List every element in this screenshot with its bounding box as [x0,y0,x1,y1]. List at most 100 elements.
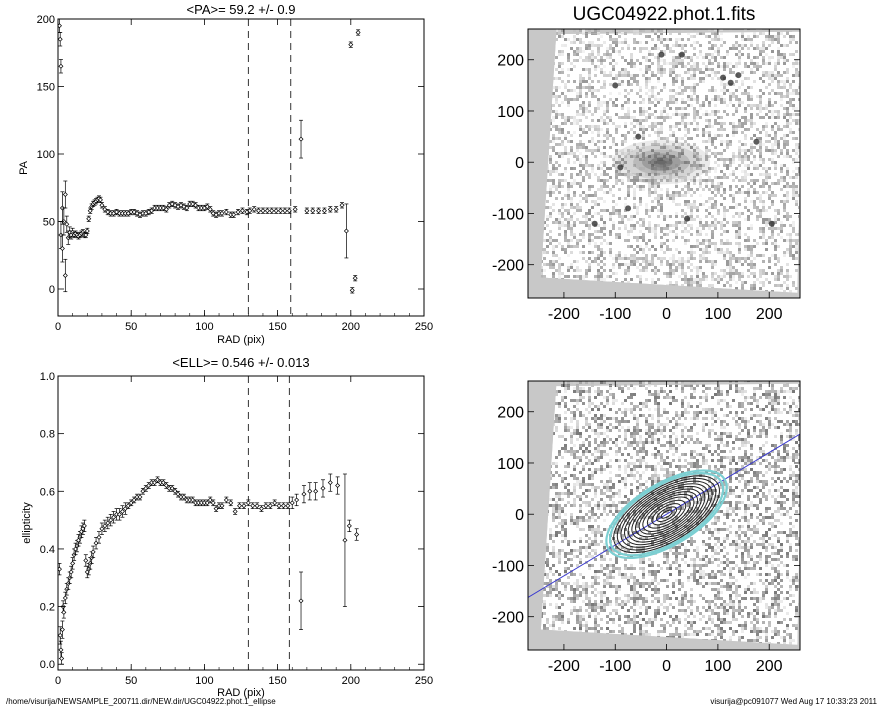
img1-pixel [693,203,696,206]
img1-pixel [630,149,633,152]
img1-pixel [546,245,549,248]
img1-pixel [585,35,588,38]
img1-pixel [675,140,678,143]
img1-pixel [765,131,768,134]
img1-pixel [630,77,633,80]
img1-pixel [777,284,780,287]
img2-pixel [564,387,567,390]
img1-pixel [654,269,657,272]
img1-pixel [786,134,789,137]
img1-pixel [582,113,585,116]
img1-pixel [762,281,765,284]
img1-pixel [657,56,660,59]
img1-pixel [552,170,555,173]
img1-pixel [591,80,594,83]
img1-pixel [726,134,729,137]
img1-pixel [627,83,630,86]
img1-pixel [717,152,720,155]
img2-pixel [771,390,774,393]
img1-pixel [768,62,771,65]
img1-pixel [561,35,564,38]
img1-pixel [555,38,558,41]
img1-pixel [753,62,756,65]
img1-pixel [594,200,597,203]
img1-pixel [591,170,594,173]
img1-pixel [702,188,705,191]
img1-pixel [633,263,636,266]
img1-pixel [687,266,690,269]
img1-pixel [594,191,597,194]
img1-pixel [672,155,675,158]
img1-pixel [690,89,693,92]
img1-pixel [738,50,741,53]
img1-pixel [549,146,552,149]
img1-pixel [576,149,579,152]
img1-pixel [696,128,699,131]
img1-pixel [558,104,561,107]
img2-pixel [657,396,660,399]
img1-pixel [621,173,624,176]
img1-pixel [708,206,711,209]
img1-pixel [732,197,735,200]
img1-pixel [690,194,693,197]
img1-pixel [744,107,747,110]
img1-mask [528,277,798,298]
img1-pixel [591,152,594,155]
img1-pixel [765,272,768,275]
img1-pixel [657,134,660,137]
img1-xtick-label: -200 [548,306,580,323]
pa-xlabel: RAD (pix) [217,334,265,346]
img1-pixel [582,107,585,110]
img1-pixel [591,200,594,203]
img1-pixel [594,212,597,215]
img1-pixel [726,65,729,68]
img1-pixel [777,140,780,143]
img1-pixel [645,209,648,212]
img1-pixel [627,113,630,116]
img1-pixel [579,80,582,83]
img1-pixel [690,56,693,59]
img1-pixel [615,173,618,176]
img1-pixel [666,227,669,230]
img1-pixel [675,44,678,47]
img1-pixel [717,191,720,194]
img1-pixel [576,59,579,62]
img1-pixel [771,146,774,149]
img1-pixel [765,53,768,56]
img1-pixel [786,77,789,80]
img2-pixel [567,387,570,390]
img1-pixel [594,173,597,176]
img1-pixel [654,131,657,134]
img1-pixel [546,200,549,203]
img1-pixel [627,131,630,134]
img1-pixel [576,143,579,146]
img1-pixel [570,203,573,206]
img2-pixel [780,387,783,390]
img1-pixel [747,47,750,50]
img2-pixel [606,390,609,393]
img2-pixel [672,399,675,402]
ell-marker [59,627,65,633]
img1-pixel [651,257,654,260]
img1-pixel [642,185,645,188]
img1-pixel [561,80,564,83]
img1-pixel [660,212,663,215]
img1-pixel [738,59,741,62]
img1-pixel [780,170,783,173]
img1-pixel [744,110,747,113]
img1-pixel [666,116,669,119]
img1-pixel [714,110,717,113]
img2-pixel [660,387,663,390]
img1-pixel [708,47,711,50]
ell-point [298,571,304,630]
img1-pixel [747,95,750,98]
img1-pixel [615,176,618,179]
img1-pixel [690,215,693,218]
img1-pixel [615,161,618,164]
img1-pixel [705,110,708,113]
img1-pixel [621,149,624,152]
img1-pixel [657,215,660,218]
img1-pixel [639,167,642,170]
pa-marker [348,42,354,48]
img1-pixel [786,272,789,275]
